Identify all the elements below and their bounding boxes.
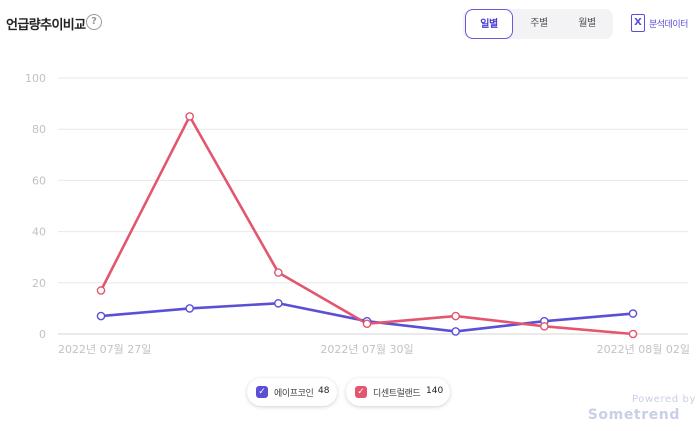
data-point-series-2	[540, 322, 549, 331]
data-point-series-1	[185, 304, 194, 313]
data-point-series-1	[274, 298, 283, 308]
period-toggle: 일별 주별 월별	[463, 9, 613, 39]
legend-series-name: 에이프코인	[274, 389, 314, 399]
data-point-series-2	[628, 329, 638, 339]
export-label: 분석데이터	[649, 20, 688, 30]
x-tick-label: 2022년 08월 02일	[597, 342, 690, 356]
y-tick-label: 40	[32, 226, 46, 239]
data-point-series-2	[362, 319, 372, 329]
x-tick-label: 2022년 07월 27일	[58, 342, 151, 356]
legend-series-count: 140	[426, 386, 444, 396]
brand-logo: Sometrend	[587, 407, 680, 423]
checkbox-checked-icon: ✓	[256, 386, 268, 398]
data-point-series-2	[274, 268, 283, 277]
data-point-series-1	[451, 327, 460, 336]
legend-series-name: 디센트럴랜드	[373, 389, 421, 399]
excel-icon: X	[631, 14, 645, 32]
data-point-series-2	[96, 286, 106, 295]
legend-series-count: 48	[318, 386, 330, 396]
question-circle-icon[interactable]: ?	[86, 14, 102, 30]
y-tick-label: 20	[32, 277, 46, 290]
tab-weekly[interactable]: 주별	[530, 18, 548, 29]
y-tick-label: 80	[32, 123, 46, 136]
tab-daily[interactable]: 일별	[465, 9, 513, 39]
y-tick-label: 100	[25, 72, 46, 85]
chart-header: 언급량추이비교 ? 일별 주별 월별 X 분석데이터	[0, 0, 700, 50]
tab-monthly[interactable]: 월별	[578, 18, 596, 29]
data-point-series-2	[185, 112, 194, 121]
y-tick-label: 60	[32, 174, 46, 187]
y-tick-label: 0	[39, 328, 46, 341]
data-point-series-2	[451, 311, 460, 321]
chart-title: 언급량추이비교	[6, 18, 86, 33]
legend-item-apecoin[interactable]: ✓ 에이프코인 48	[247, 378, 337, 406]
series-line-2	[99, 115, 635, 336]
x-tick-label: 2022년 07월 30일	[320, 342, 413, 356]
checkbox-checked-icon: ✓	[355, 386, 367, 398]
data-point-series-1	[628, 309, 638, 318]
powered-by-label: Powered by	[632, 394, 696, 405]
legend-item-decentraland[interactable]: ✓ 디센트럴랜드 140	[346, 378, 450, 406]
data-point-series-1	[96, 311, 106, 321]
line-chart: 0 20 40 60 80 100 2022년 07월 27일 2022년 07월 30일 20…	[25, 72, 690, 356]
